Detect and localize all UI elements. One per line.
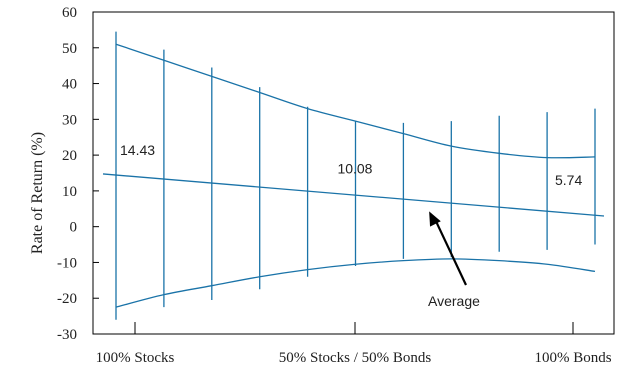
- data-labels: 14.43 10.08 5.74: [120, 142, 582, 188]
- y-tick-label: 20: [62, 148, 77, 164]
- average-annotation: Average: [428, 211, 480, 309]
- y-tick-label: -20: [57, 291, 77, 307]
- y-axis-label: Rate of Return (%): [29, 132, 46, 254]
- y-tick-label: 0: [70, 220, 78, 236]
- y-tick-label: 40: [62, 77, 77, 93]
- series-line-average: [102, 173, 605, 217]
- y-tick-label: 60: [62, 5, 77, 21]
- data-label: 14.43: [120, 142, 155, 158]
- y-tick-label: 10: [62, 184, 77, 200]
- annotation-arrow-head: [429, 211, 441, 227]
- series-lines: [102, 43, 605, 308]
- y-tick-label: 30: [62, 112, 77, 128]
- x-tick-label: 50% Stocks / 50% Bonds: [279, 350, 432, 366]
- y-axis: 60 50 40 30 20 10 0 -10 -20 -30: [57, 5, 99, 343]
- series-line-lower: [115, 258, 596, 308]
- x-tick-label: 100% Stocks: [96, 350, 175, 366]
- data-label: 5.74: [555, 172, 582, 188]
- data-label: 10.08: [337, 161, 372, 177]
- series-line-upper: [115, 43, 596, 159]
- y-tick-label: 50: [62, 41, 77, 57]
- y-tick-label: -30: [57, 327, 77, 343]
- x-axis: 100% Stocks 50% Stocks / 50% Bonds 100% Bo…: [96, 322, 612, 366]
- y-tick-label: -10: [57, 255, 77, 271]
- annotation-arrow-shaft: [434, 218, 467, 286]
- plot-border: [92, 11, 615, 335]
- annotation-label: Average: [428, 293, 480, 309]
- plot-frame: [92, 11, 615, 335]
- x-tick-label: 100% Bonds: [534, 350, 611, 366]
